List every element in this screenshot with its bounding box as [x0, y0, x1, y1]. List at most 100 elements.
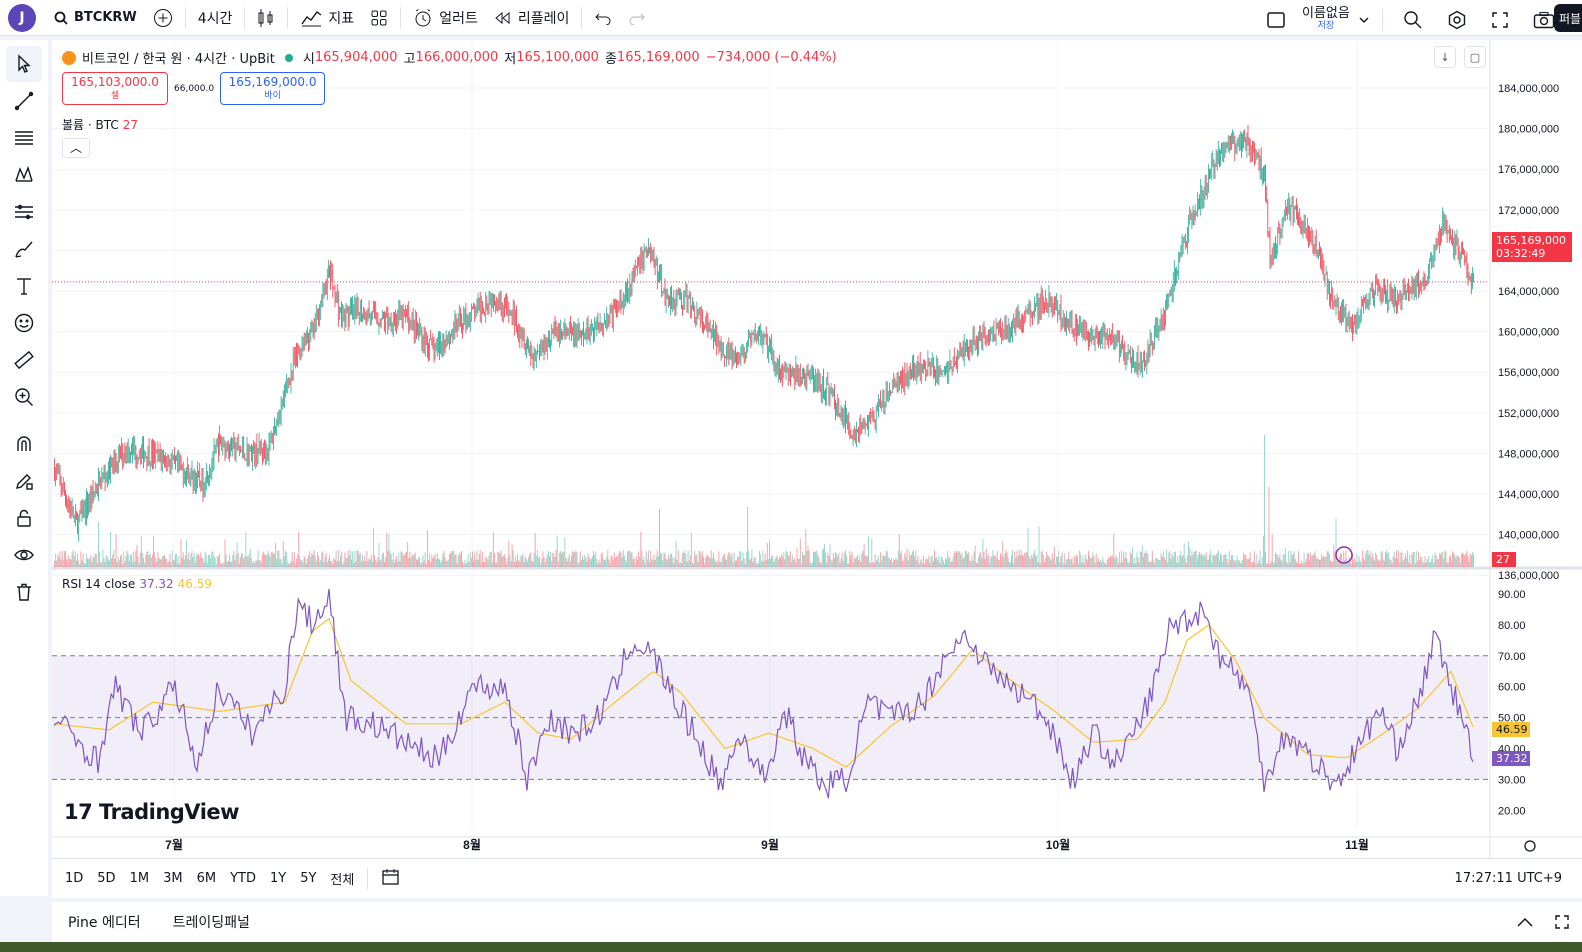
alert-button[interactable]: 얼러트: [405, 2, 486, 34]
hide-tool[interactable]: [6, 537, 42, 573]
volume-legend[interactable]: 볼륨 · BTC 27: [62, 116, 138, 133]
price-axis-label: 140,000,000: [1498, 530, 1559, 542]
delete-tool[interactable]: [6, 574, 42, 610]
volume-bar: [1110, 555, 1111, 567]
volume-bar: [673, 563, 675, 567]
price-axis-label: 152,000,000: [1498, 408, 1559, 420]
volume-bar: [1332, 560, 1334, 567]
indicators-button[interactable]: 지표: [292, 2, 362, 34]
volume-bar: [343, 562, 345, 567]
settings-button[interactable]: [1439, 4, 1475, 36]
volume-bar: [765, 559, 767, 567]
series-title[interactable]: 비트코인 / 한국 원 · 4시간 · UpBit: [82, 52, 275, 67]
candles-icon: [258, 8, 273, 27]
volume-bar: [495, 562, 497, 567]
volume-bar: [1319, 559, 1320, 567]
buy-button[interactable]: 165,169,000.0 바이: [220, 72, 326, 105]
pattern-tool[interactable]: [6, 157, 42, 193]
text-tool[interactable]: [6, 268, 42, 304]
collapse-legend-button[interactable]: ︿: [62, 138, 90, 158]
rsi-legend[interactable]: RSI 14 close 37.32 46.59: [62, 577, 212, 591]
range-1m[interactable]: 1M: [129, 871, 150, 886]
range-all[interactable]: 전체: [330, 873, 355, 888]
layout-save-button[interactable]: 이름없음 저장: [1302, 7, 1350, 33]
fib-tool[interactable]: [6, 120, 42, 156]
volume-bar: [1031, 557, 1033, 567]
lock-tool[interactable]: [6, 500, 42, 536]
volume-bar: [190, 553, 192, 567]
square-icon: [1267, 12, 1285, 28]
volume-bar: [986, 556, 988, 567]
brush-tool[interactable]: [6, 231, 42, 267]
templates-button[interactable]: [362, 2, 396, 34]
replay-button[interactable]: 리플레이: [486, 2, 578, 34]
maximize-pane-icon[interactable]: ▢: [1464, 46, 1486, 68]
tradingview-logo[interactable]: 𝟭𝟳 TradingView: [64, 800, 240, 824]
sell-button[interactable]: 165,103,000.0 셀: [62, 72, 168, 105]
volume-bar: [1377, 559, 1379, 567]
publish-button[interactable]: 퍼블: [1554, 4, 1582, 32]
volume-bar: [1035, 555, 1037, 567]
volume-bar: [254, 562, 256, 567]
symbol-search-button[interactable]: BTCKRW: [46, 2, 145, 34]
measure-tool[interactable]: [6, 342, 42, 378]
trend-line-tool[interactable]: [6, 83, 42, 119]
volume-bar: [795, 562, 797, 567]
volume-bar: [1111, 556, 1113, 567]
range-1y[interactable]: 1Y: [269, 871, 287, 886]
volume-bar: [596, 558, 598, 567]
chart-type-button[interactable]: [249, 2, 283, 34]
cursor-tool[interactable]: [6, 46, 42, 82]
volume-bar: [285, 550, 286, 567]
forecast-tool[interactable]: [6, 194, 42, 230]
timezone-clock[interactable]: 17:27:11 UTC+9: [1454, 871, 1562, 886]
volume-bar: [1341, 553, 1342, 567]
volume-bar: [181, 557, 183, 567]
range-5d[interactable]: 5D: [97, 871, 116, 886]
range-6m[interactable]: 6M: [196, 871, 217, 886]
chevron-down-icon[interactable]: [1358, 14, 1370, 26]
market-status-icon[interactable]: [284, 53, 293, 62]
volume-bar: [920, 558, 922, 567]
volume-bar: [937, 559, 939, 567]
redo-button[interactable]: [620, 2, 654, 34]
range-3m[interactable]: 3M: [163, 871, 183, 886]
volume-bar: [370, 554, 372, 567]
quick-search-button[interactable]: [1395, 4, 1431, 36]
chevron-up-icon[interactable]: [1516, 916, 1534, 928]
fullscreen-button[interactable]: [1483, 4, 1517, 36]
volume-bar: [1090, 557, 1092, 567]
user-avatar[interactable]: J: [8, 3, 36, 32]
goto-date-button[interactable]: [374, 868, 408, 890]
range-ytd[interactable]: YTD: [230, 871, 256, 886]
tab-trading-panel[interactable]: 트레이딩패널: [172, 915, 250, 931]
layout-toggle-button[interactable]: [1258, 4, 1294, 36]
emoji-tool[interactable]: [6, 305, 42, 341]
stay-drawing-tool[interactable]: [6, 463, 42, 499]
volume-bar: [479, 550, 481, 567]
volume-bar: [1287, 563, 1289, 567]
volume-bar: [55, 553, 57, 567]
volume-bar: [1435, 555, 1437, 567]
undo-button[interactable]: [586, 2, 620, 34]
compare-symbol-button[interactable]: [145, 2, 181, 34]
zoom-tool[interactable]: [6, 379, 42, 415]
volume-bar: [707, 555, 709, 567]
chart-container[interactable]: 184,000,000 180,000,000 176,000,000 172,000…: [52, 40, 1582, 858]
range-5y[interactable]: 5Y: [300, 871, 317, 886]
arrow-down-icon[interactable]: ↓: [1434, 46, 1456, 68]
magnet-tool[interactable]: [6, 426, 42, 462]
volume-bar: [468, 561, 470, 567]
interval-button[interactable]: 4시간: [190, 2, 241, 34]
maximize-panel-icon[interactable]: [1554, 914, 1570, 930]
volume-bar: [1394, 557, 1396, 567]
chart-canvas[interactable]: 184,000,000 180,000,000 176,000,000 172,000…: [52, 40, 1582, 858]
magnifier-plus-icon: [1404, 11, 1422, 29]
volume-bar: [1470, 555, 1472, 567]
snapshot-button[interactable]: [1525, 4, 1563, 36]
volume-bar: [942, 560, 944, 567]
range-1d[interactable]: 1D: [65, 871, 84, 886]
volume-bar: [277, 550, 279, 567]
volume-bar: [849, 550, 851, 567]
tab-pine-editor[interactable]: Pine 에디터: [68, 915, 141, 931]
